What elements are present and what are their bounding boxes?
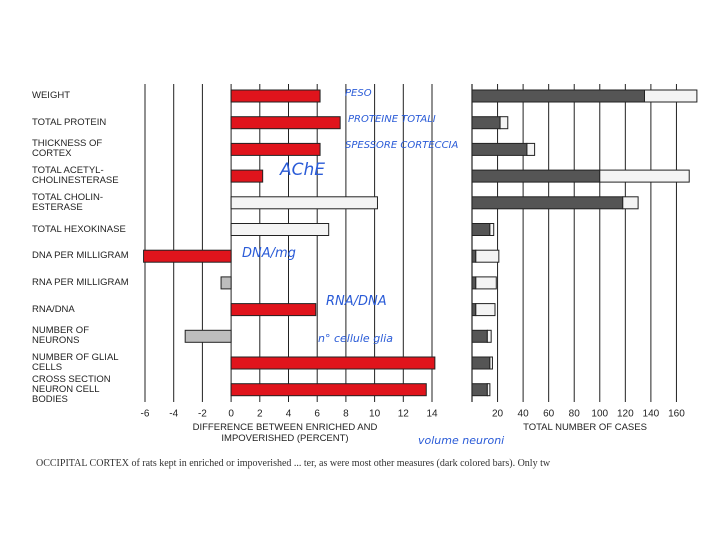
annotation: PROTEINE TOTALI <box>348 114 436 125</box>
bar-segment <box>471 223 491 236</box>
bar <box>230 223 330 236</box>
bar <box>184 329 232 343</box>
bar-segment <box>471 329 488 343</box>
annotation: volume neuroni <box>418 434 505 447</box>
annotation: AChE <box>280 160 326 180</box>
x-tick-label: -6 <box>141 409 150 420</box>
bar <box>230 356 436 370</box>
bar-segment <box>622 196 639 210</box>
category-label: DNA PER MILLIGRAM <box>32 250 129 262</box>
x-tick-label: 12 <box>398 409 410 420</box>
annotation: RNA/DNA <box>326 294 387 309</box>
category-label: WEIGHT <box>32 90 70 101</box>
bar-segment <box>471 356 491 370</box>
bar <box>230 303 317 317</box>
annotation: PESO <box>345 88 372 99</box>
x-tick-label: 8 <box>343 409 349 420</box>
bar-segment <box>471 303 477 317</box>
annotation: SPESSORE CORTECCIA <box>345 140 459 151</box>
category-label: NUMBER OF GLIAL CELLS <box>32 352 119 373</box>
bar <box>143 249 232 263</box>
x-tick-label: 20 <box>492 409 504 420</box>
category-label: TOTAL ACETYL-CHOLINESTERASE <box>32 165 119 187</box>
x-tick-label: 6 <box>314 409 320 420</box>
category-label: RNA/DNA <box>32 303 75 315</box>
bar <box>230 142 321 156</box>
caption: OCCIPITAL CORTEX of rats kept in enriche… <box>36 458 551 469</box>
category-label: TOTAL HEXOKINASE <box>32 223 126 235</box>
category-label: TOTAL PROTEIN <box>32 116 107 128</box>
x-tick-label: 160 <box>668 409 685 420</box>
bar-segment <box>471 116 501 130</box>
bar <box>230 116 341 130</box>
annotation: n° cellule glia <box>318 332 394 345</box>
bar-segment <box>486 383 491 397</box>
category-label: NUMBER OF NEURONS <box>32 325 89 347</box>
annotation: DNA/mg <box>242 246 296 261</box>
bar <box>220 276 232 290</box>
category-label: CROSS SECTION NEURON CELL BODIES <box>32 373 111 405</box>
x-tick-label: 0 <box>228 409 234 420</box>
bar-segment <box>471 169 601 183</box>
bar-segment <box>486 329 492 343</box>
category-label: TOTAL CHOLIN-ESTERASE <box>32 191 104 213</box>
bar-segment <box>599 169 690 183</box>
bar-segment <box>471 89 645 103</box>
x-tick-label: 60 <box>543 409 555 420</box>
bar-segment <box>644 89 698 103</box>
bar-segment <box>471 276 477 290</box>
bar-segment <box>471 142 528 156</box>
x-tick-label: -2 <box>198 409 207 420</box>
bar-segment <box>471 196 624 210</box>
category-label: RNA PER MILLIGRAM <box>32 276 129 288</box>
bar-segment <box>499 116 509 130</box>
x-tick-label: -4 <box>169 409 178 420</box>
x-tick-label: 14 <box>426 409 438 420</box>
bar-segment <box>489 223 495 236</box>
x-tick-label: 80 <box>569 409 581 420</box>
x-tick-label: 10 <box>369 409 381 420</box>
x-axis-label: DIFFERENCE BETWEEN ENRICHED AND IMPOVERI… <box>192 422 378 444</box>
category-label: THICKNESS OF CORTEX <box>32 138 103 160</box>
bar-segment <box>471 383 488 397</box>
x-tick-label: 100 <box>591 409 608 420</box>
x-tick-label: 140 <box>643 409 660 420</box>
x-axis-label: TOTAL NUMBER OF CASES <box>523 422 647 433</box>
bar-segment <box>526 142 536 156</box>
bar <box>230 383 427 397</box>
x-tick-label: 2 <box>257 409 263 420</box>
bar-segment <box>475 249 500 263</box>
bar <box>230 196 378 210</box>
x-tick-label: 120 <box>617 409 634 420</box>
bar-segment <box>471 249 477 263</box>
bar <box>230 89 321 103</box>
bar-segment <box>475 303 496 317</box>
bar-segment <box>489 356 493 370</box>
x-tick-label: 4 <box>286 409 292 420</box>
bar <box>230 169 264 183</box>
x-tick-label: 40 <box>518 409 530 420</box>
bar-segment <box>475 276 497 290</box>
